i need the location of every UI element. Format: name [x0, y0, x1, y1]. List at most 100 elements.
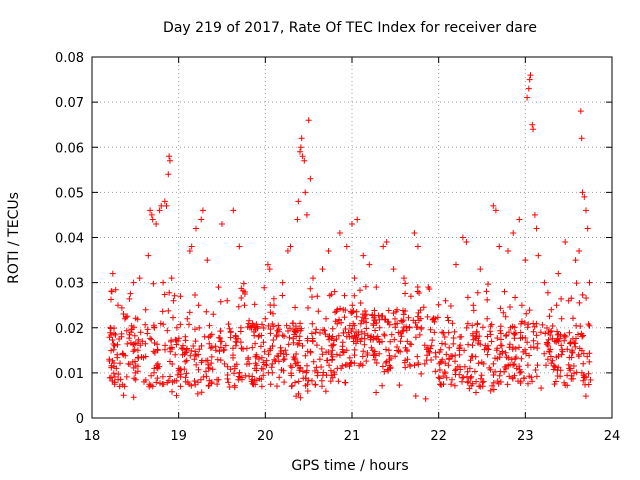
- data-point: [542, 330, 549, 337]
- data-point: [320, 369, 327, 376]
- data-point: [387, 365, 394, 372]
- data-point: [292, 360, 299, 367]
- data-point: [533, 320, 540, 327]
- data-point: [535, 252, 542, 259]
- data-point: [291, 328, 298, 335]
- data-point: [398, 333, 405, 340]
- data-point: [297, 148, 303, 155]
- data-point: [290, 354, 297, 360]
- x-tick-label: 22: [430, 429, 447, 444]
- data-point: [386, 362, 393, 369]
- data-point: [474, 289, 481, 296]
- data-point: [527, 344, 534, 351]
- data-point: [340, 306, 347, 313]
- data-point: [109, 337, 116, 343]
- data-point: [123, 327, 130, 334]
- data-point: [469, 380, 476, 387]
- data-point: [304, 362, 310, 369]
- data-point: [323, 357, 330, 364]
- data-point: [469, 342, 476, 349]
- data-point: [436, 375, 443, 382]
- data-point: [487, 331, 494, 338]
- data-point: [558, 342, 565, 349]
- data-point: [537, 329, 544, 336]
- data-point: [544, 325, 550, 331]
- data-point: [282, 347, 289, 354]
- data-point: [109, 357, 116, 364]
- data-point: [184, 315, 191, 322]
- data-point: [186, 321, 192, 328]
- data-point: [509, 375, 516, 382]
- data-point: [285, 328, 291, 334]
- data-point: [351, 346, 358, 353]
- data-point: [474, 320, 481, 327]
- data-point: [412, 334, 419, 341]
- data-point: [432, 349, 439, 356]
- data-point: [308, 330, 315, 337]
- data-point: [381, 331, 388, 338]
- data-point: [369, 311, 376, 318]
- data-point: [445, 362, 452, 369]
- data-point: [522, 335, 529, 341]
- data-point: [357, 300, 364, 306]
- data-point: [375, 312, 382, 319]
- data-point: [230, 207, 237, 214]
- data-point: [445, 317, 452, 324]
- data-point: [140, 354, 147, 361]
- data-point: [203, 373, 210, 380]
- data-point: [170, 314, 176, 321]
- data-point: [269, 360, 276, 367]
- data-point: [150, 348, 157, 355]
- data-point: [468, 353, 475, 360]
- data-point: [331, 369, 337, 376]
- data-point: [524, 339, 531, 346]
- data-point: [107, 324, 114, 331]
- data-point: [507, 324, 514, 331]
- data-point: [544, 289, 551, 296]
- data-point: [450, 335, 457, 341]
- data-point: [241, 291, 248, 297]
- data-point: [173, 377, 180, 384]
- data-point: [354, 216, 361, 223]
- data-point: [477, 375, 484, 382]
- data-point: [209, 366, 216, 373]
- data-point: [319, 351, 326, 358]
- data-point: [528, 374, 535, 381]
- data-point: [120, 351, 127, 358]
- data-point: [381, 316, 388, 323]
- data-point: [471, 368, 478, 375]
- data-point: [203, 308, 210, 315]
- data-point: [110, 370, 117, 377]
- data-point: [309, 294, 315, 300]
- data-point: [120, 311, 127, 317]
- data-point: [173, 337, 180, 343]
- data-point: [527, 72, 534, 79]
- data-point: [562, 239, 569, 245]
- data-point: [208, 353, 215, 360]
- data-point: [132, 369, 139, 376]
- data-point: [579, 189, 586, 196]
- data-point: [186, 248, 193, 254]
- data-point: [299, 342, 306, 349]
- data-point: [115, 302, 121, 309]
- data-point: [224, 372, 231, 378]
- data-point: [516, 216, 523, 223]
- data-point: [497, 368, 504, 375]
- y-tick-label: 0.07: [55, 96, 84, 111]
- data-point: [208, 360, 215, 367]
- data-point: [465, 341, 472, 348]
- data-point: [154, 341, 161, 348]
- data-point: [496, 372, 503, 379]
- data-point: [427, 345, 434, 352]
- data-point: [116, 383, 123, 390]
- data-point: [292, 304, 299, 311]
- data-point: [557, 373, 564, 380]
- data-point: [165, 171, 172, 178]
- data-point: [318, 345, 325, 352]
- data-point: [414, 288, 421, 295]
- data-point: [453, 261, 459, 268]
- data-point: [553, 302, 560, 309]
- data-point: [576, 248, 583, 254]
- data-point: [150, 280, 157, 287]
- data-point: [390, 310, 397, 317]
